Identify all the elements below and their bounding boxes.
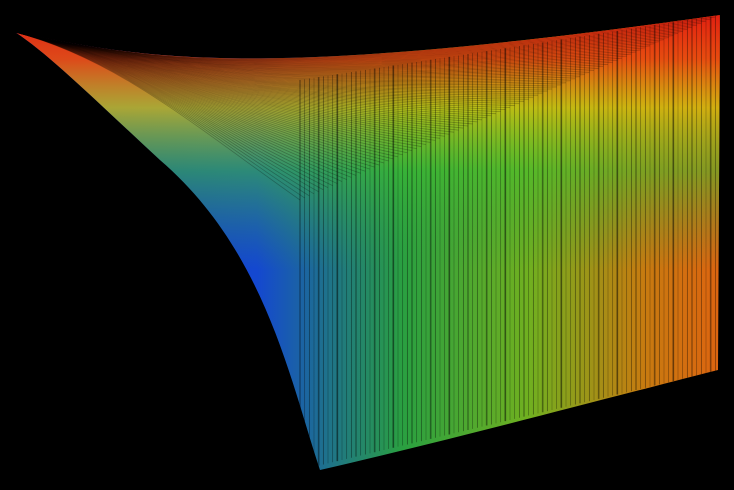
fan-curve — [15, 31, 324, 191]
fan-curve — [15, 31, 501, 113]
fan-curve — [15, 31, 669, 65]
fan-curve — [15, 31, 632, 70]
fan-curve — [15, 31, 310, 197]
fan-curve — [15, 31, 529, 100]
fan-curve — [15, 31, 571, 84]
fan-curve — [15, 31, 473, 125]
fan-curve — [15, 31, 445, 137]
fan-curve — [15, 31, 464, 129]
fan-curve — [15, 31, 394, 160]
fan-curve — [15, 31, 655, 66]
fan-curve — [15, 31, 338, 184]
fan-curve — [15, 31, 618, 73]
fan-curve — [15, 31, 665, 65]
fan-curve — [15, 31, 455, 133]
fan-curve — [15, 31, 459, 131]
fan-curve — [15, 31, 511, 108]
fan-curve — [15, 31, 343, 182]
fan-curve — [15, 31, 543, 94]
fan-curve — [15, 31, 399, 158]
fan-curve — [15, 31, 515, 106]
fan-curve — [15, 31, 478, 123]
fan-curve — [15, 31, 613, 73]
fan-curve — [15, 31, 366, 172]
fan-curve — [15, 31, 357, 176]
fan-curve — [15, 31, 371, 170]
fan-curve — [15, 31, 436, 141]
fan-curve — [15, 31, 352, 178]
fan-curve — [15, 31, 623, 72]
fan-curve — [15, 31, 609, 74]
fan-curve — [15, 31, 581, 81]
fan-curve — [15, 31, 492, 117]
fan-curve — [15, 28, 688, 63]
fan-curve — [15, 31, 641, 69]
fan-curve — [15, 31, 557, 89]
fan-curve — [15, 31, 301, 201]
fan-curve — [15, 31, 408, 154]
fan-curve — [15, 31, 674, 64]
fan-curve — [15, 31, 417, 150]
fan-curve — [15, 31, 487, 119]
fan-curve — [15, 31, 520, 104]
fan-curve — [15, 31, 403, 156]
fan-curve — [15, 31, 385, 164]
fan-curve — [15, 31, 539, 96]
fan-curve — [15, 31, 427, 145]
fan-curve — [15, 31, 595, 78]
fan-curve — [15, 31, 553, 90]
fan-curve — [15, 31, 469, 127]
fan-curve — [15, 31, 347, 180]
fan-curve — [15, 31, 585, 80]
fan-curve — [15, 31, 333, 186]
fan-curve — [15, 31, 422, 147]
fan-curve — [15, 31, 525, 102]
fan-curve — [15, 31, 576, 83]
fan-curve — [15, 31, 567, 86]
fan-curve — [15, 20, 707, 61]
fan-curve — [15, 31, 627, 71]
fan-curve — [15, 31, 562, 87]
fan-curve — [15, 31, 441, 139]
fan-curve — [15, 31, 651, 67]
fan-curve — [15, 31, 497, 115]
fan-curve — [15, 31, 646, 68]
fan-curve — [15, 31, 534, 98]
fan-curve — [15, 31, 679, 64]
fan-curve — [15, 31, 599, 77]
fan-curve — [15, 31, 506, 110]
fan-curve — [15, 26, 693, 62]
fan-curve — [15, 31, 431, 143]
fan-curve — [15, 31, 329, 189]
fan-curve — [15, 31, 319, 193]
fan-curve — [15, 31, 637, 69]
fan-curve — [15, 31, 380, 166]
fan-curve — [15, 31, 604, 76]
surface-lines — [15, 15, 720, 470]
fan-curve — [15, 31, 590, 79]
fan-curve — [15, 31, 450, 135]
fan-curve — [15, 31, 389, 162]
fan-curve — [15, 31, 375, 168]
fan-curve — [15, 31, 305, 199]
fan-curve — [15, 31, 413, 152]
fan-curve — [15, 31, 483, 121]
fan-curve — [15, 24, 697, 62]
fan-curve — [15, 31, 315, 195]
fan-curve — [15, 31, 683, 63]
fan-curve — [15, 31, 548, 92]
fan-curve — [15, 31, 361, 174]
fan-curve — [15, 22, 702, 61]
fan-curve — [15, 31, 660, 66]
